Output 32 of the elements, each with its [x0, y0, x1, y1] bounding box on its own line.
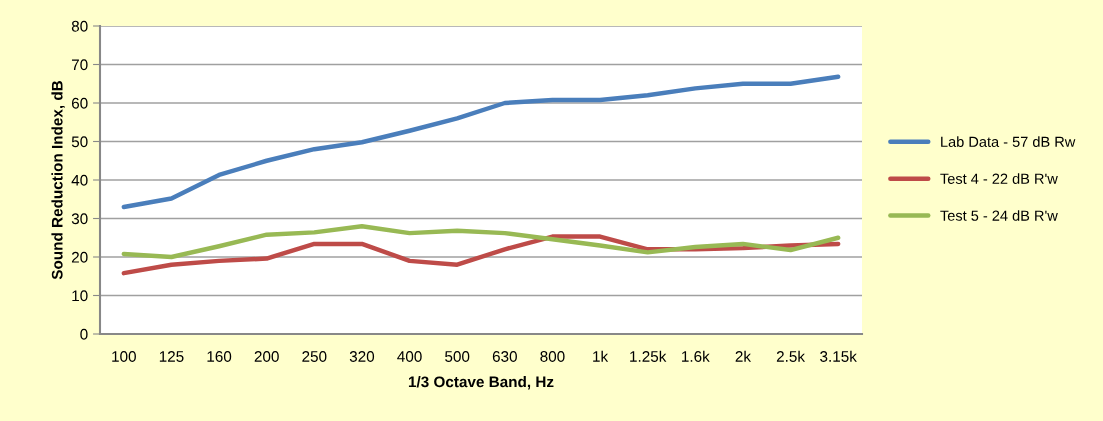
- x-tick-label: 250: [302, 351, 327, 362]
- x-tick-label: 400: [397, 351, 422, 362]
- y-tick-label: 20: [71, 251, 88, 263]
- x-tick-label: 100: [112, 351, 136, 362]
- legend-label: Test 5 - 24 dB R'w: [940, 210, 1058, 221]
- x-tick-label: 125: [159, 351, 184, 362]
- x-tick-label: 800: [540, 351, 565, 362]
- x-tick-label: 2k: [735, 350, 752, 362]
- x-tick-label: 500: [445, 351, 470, 362]
- x-tick-label: 3.15k: [820, 350, 857, 362]
- x-tick-label: 630: [492, 351, 517, 362]
- y-tick-label: 30: [71, 213, 88, 225]
- x-tick-label: 160: [207, 351, 232, 362]
- legend-label: Test 4 - 22 dB R'w: [940, 173, 1058, 184]
- x-tick-label: 200: [254, 351, 279, 362]
- x-tick-label: 1k: [593, 350, 609, 362]
- x-tick-label: 2.5k: [776, 350, 806, 362]
- y-tick-label: 70: [71, 59, 88, 71]
- line-series: [121, 223, 841, 260]
- y-tick-label: 60: [71, 97, 88, 109]
- x-axis-title: 1/3 Octave Band, Hz: [408, 376, 554, 390]
- y-tick-label: 0: [80, 328, 88, 340]
- x-tick-label: 320: [349, 351, 375, 362]
- y-tick-label: 40: [71, 174, 88, 186]
- line-series: [121, 74, 841, 210]
- legend-label: Lab Data - 57 dB Rw: [941, 136, 1076, 147]
- y-tick-label: 80: [71, 20, 88, 32]
- y-axis-title: Sound Reduction Index, dB: [51, 80, 65, 280]
- x-tick-label: 1.6k: [682, 350, 710, 362]
- y-tick-label: 50: [71, 136, 88, 148]
- x-tick-label: 1.25k: [630, 350, 667, 362]
- y-tick-label: 10: [72, 290, 88, 302]
